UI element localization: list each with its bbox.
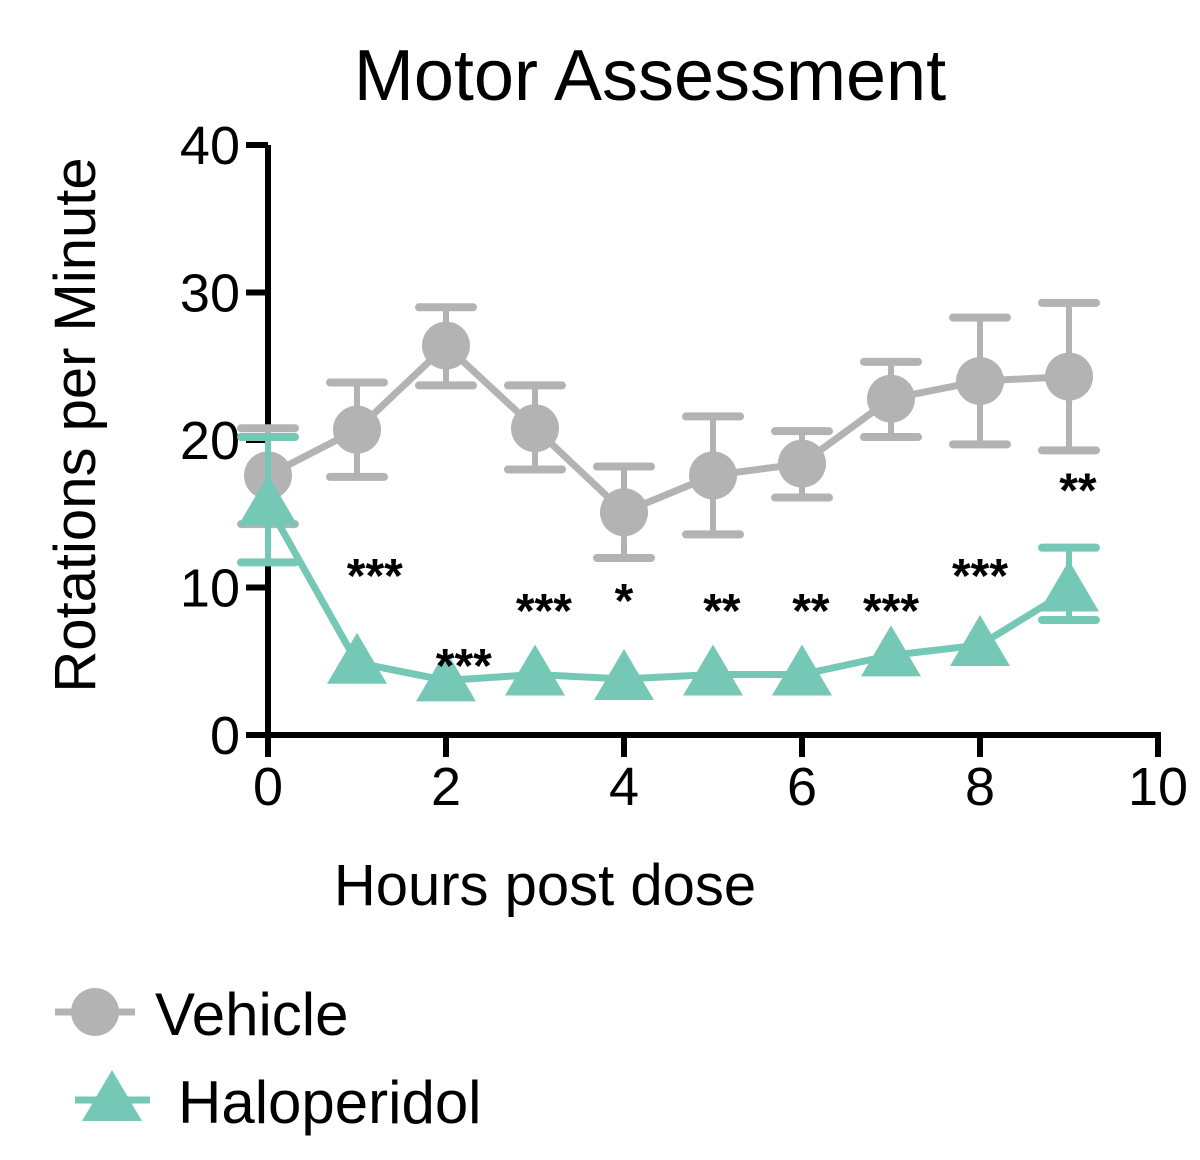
y-tick-label: 30 — [180, 264, 240, 324]
data-point — [950, 615, 1010, 667]
x-tick-label: 0 — [253, 757, 283, 817]
data-point — [1039, 560, 1099, 612]
data-point — [333, 405, 381, 454]
y-tick-label: 0 — [210, 706, 240, 766]
data-point — [594, 648, 654, 700]
significance-annotation: ** — [1059, 464, 1097, 517]
series-vehicle — [237, 298, 1100, 562]
series-haloperidol — [237, 433, 1100, 702]
legend-item-vehicle: Vehicle — [55, 981, 348, 1048]
data-point — [505, 644, 565, 696]
legend-item-haloperidol: Haloperidol — [75, 1069, 482, 1136]
legend-label: Vehicle — [155, 981, 348, 1048]
data-point — [238, 474, 298, 526]
data-point — [778, 439, 826, 488]
data-point — [683, 644, 743, 696]
data-point — [861, 625, 921, 677]
chart-title: Motor Assessment — [354, 36, 946, 116]
data-point — [416, 650, 476, 702]
y-tick-label: 20 — [180, 411, 240, 471]
data-point — [511, 404, 559, 453]
significance-annotation: ** — [703, 585, 741, 638]
data-point — [772, 644, 832, 696]
significance-annotation: *** — [516, 585, 572, 638]
data-point — [1045, 352, 1093, 401]
y-tick-label: 40 — [180, 116, 240, 176]
series-line — [264, 503, 1071, 684]
significance-annotation: ** — [792, 585, 830, 638]
significance-annotation: * — [615, 575, 634, 628]
y-axis-label: Rotations per Minute — [43, 157, 108, 692]
x-tick-label: 8 — [965, 757, 995, 817]
x-axis-label: Hours post dose — [334, 853, 756, 918]
data-point — [867, 374, 915, 423]
legend-marker-triangle — [82, 1070, 142, 1121]
x-tick-label: 10 — [1128, 757, 1188, 817]
significance-annotation: *** — [347, 550, 403, 603]
legend-marker-circle — [71, 988, 119, 1036]
significance-annotation: *** — [863, 585, 919, 638]
series-line — [266, 340, 1070, 517]
data-point — [600, 488, 648, 537]
data-point — [422, 321, 470, 370]
significance-annotation: *** — [952, 550, 1008, 603]
x-tick-label: 6 — [787, 757, 817, 817]
significance-annotation: *** — [436, 640, 492, 693]
x-tick-label: 4 — [609, 757, 639, 817]
x-tick-label: 2 — [431, 757, 461, 817]
y-tick-label: 10 — [180, 559, 240, 619]
data-point — [327, 632, 387, 684]
data-point — [689, 451, 737, 500]
data-point — [956, 357, 1004, 405]
legend-label: Haloperidol — [178, 1069, 482, 1136]
